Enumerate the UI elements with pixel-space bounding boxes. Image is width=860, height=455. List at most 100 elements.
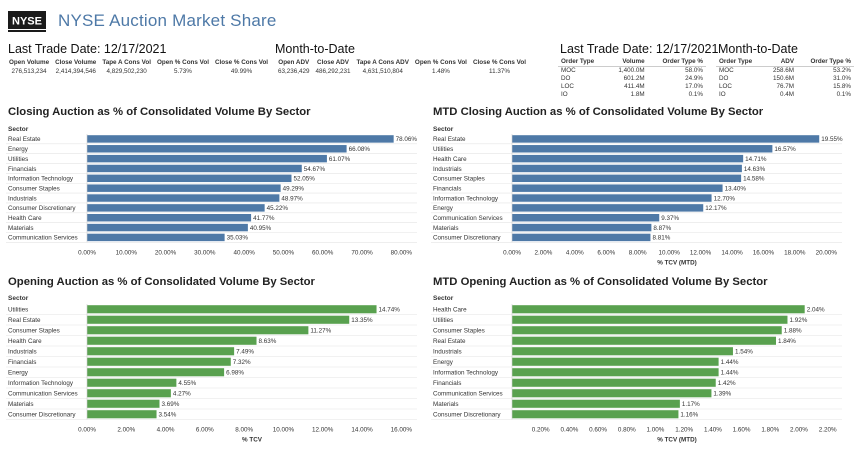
tick-label: 60.00% [312,249,334,256]
app-header: NYSE NYSE Auction Market Share [8,6,277,36]
bar [87,399,160,408]
axis-title: % TCV (MTD) [657,437,697,444]
bar [87,135,394,143]
order-type-row: MOC 1,400.0M 58.0% [558,67,706,76]
tick-label: 10.00% [273,427,295,434]
data-label: 16.57% [774,146,796,153]
data-label: 1.16% [680,412,698,419]
category-label: Real Estate [8,317,41,324]
data-label: 13.40% [725,185,747,192]
data-label: 66.08% [349,146,371,153]
category-label: Health Care [433,156,467,163]
data-label: 9.37% [661,215,679,222]
order-type-row: DO 150.6M 31.0% [716,75,854,83]
tick-label: 2.00% [117,427,135,434]
tick-label: 8.00% [235,427,253,434]
data-label: 14.74% [379,307,401,314]
bar [87,164,302,173]
order-type-daily-table: Order Type Volume Order Type % MOC 1,400.… [558,58,706,99]
category-label: Consumer Staples [433,328,485,335]
volume-cell: 601.2M [623,75,645,82]
tick-label: 10.00% [116,249,138,256]
order-type-cell: MOC [719,67,734,74]
tick-label: 0.00% [78,249,96,256]
tick-label: 0.20% [532,427,550,434]
category-label: Information Technology [433,195,499,202]
category-label: Consumer Discretionary [433,412,501,419]
bar [512,410,679,419]
tick-label: 14.00% [351,427,373,434]
nyse-logo: NYSE [8,8,48,34]
value-cell: 49.99% [230,68,253,75]
header-cell: Open % Cons Vol [414,59,467,66]
bar [512,315,788,324]
sector-header: Sector [8,126,29,133]
category-label: Industrials [8,195,37,202]
right-mtd-title: Month-to-Date [718,42,798,56]
data-label: 11.27% [310,328,331,335]
bar [87,315,350,324]
bar [87,223,248,232]
bar [87,184,281,192]
header-cell: Tape A Cons Vol [102,59,151,66]
category-label: Real Estate [433,338,466,345]
bar [87,368,225,377]
category-label: Consumer Staples [8,185,60,192]
tick-label: 0.00% [503,249,521,256]
daily-volume-value-row: 276,513,234 2,414,394,546 4,829,502,230 … [6,67,271,77]
axis-title: % TCV [242,437,263,444]
category-label: Communication Services [8,235,78,242]
value-cell: 1.48% [432,68,450,75]
category-label: Financials [433,380,461,387]
order-type-cell: MOC [561,67,576,74]
tick-label: 2.20% [819,427,837,434]
opening-auction-bar-chart: Utilities 14.74% Real Estate 13.35% Consumer… [6,304,417,444]
data-label: 14.71% [745,156,767,163]
data-label: 4.27% [173,391,191,398]
data-label: 8.63% [259,338,277,345]
bar [512,135,820,143]
tick-label: 0.60% [589,427,607,434]
category-label: Materials [433,225,459,232]
bar [87,305,377,314]
data-label: 48.97% [281,195,303,202]
tick-label: 50.00% [273,249,295,256]
data-label: 2.04% [807,307,825,314]
right-last-trade-title: Last Trade Date: 12/17/2021 [560,42,719,56]
tick-label: 0.40% [560,427,578,434]
bar [512,233,651,242]
data-label: 61.07% [329,156,351,163]
tick-label: 0.00% [78,427,96,434]
tick-label: 1.40% [704,427,722,434]
adv-cell: 0.4M [780,91,795,98]
data-label: 1.84% [778,338,796,345]
header-cell: ADV [763,58,798,67]
category-label: Financials [8,359,36,366]
bar [512,336,776,345]
category-label: Communication Services [8,391,78,398]
left-last-trade-title: Last Trade Date: 12/17/2021 [8,42,167,56]
tick-label: 30.00% [194,249,216,256]
data-label: 8.81% [652,235,670,242]
order-type-row: IO 0.4M 0.1% [716,91,854,99]
bar [87,357,231,366]
tick-label: 6.00% [196,427,214,434]
category-label: Real Estate [433,136,466,143]
tick-label: 18.00% [784,249,806,256]
value-cell: 11.37% [489,68,510,75]
tick-label: 2.00% [790,427,808,434]
bar [512,305,805,314]
category-label: Industrials [8,349,37,356]
data-label: 1.54% [735,349,753,356]
mtd-opening-auction-bar-chart: Health Care 2.04% Utilities 1.92% Consumer S… [431,304,842,444]
tick-label: 1.00% [647,427,665,434]
opening-auction-chart-title: Opening Auction as % of Consolidated Vol… [8,276,315,288]
category-label: Real Estate [8,136,41,143]
sector-header: Sector [433,126,454,133]
category-label: Health Care [8,338,42,345]
tick-label: 14.00% [721,249,743,256]
bar [512,204,704,212]
percent-cell: 53.2% [833,67,851,74]
category-label: Materials [8,225,34,232]
value-cell: 4,829,502,230 [106,68,147,75]
